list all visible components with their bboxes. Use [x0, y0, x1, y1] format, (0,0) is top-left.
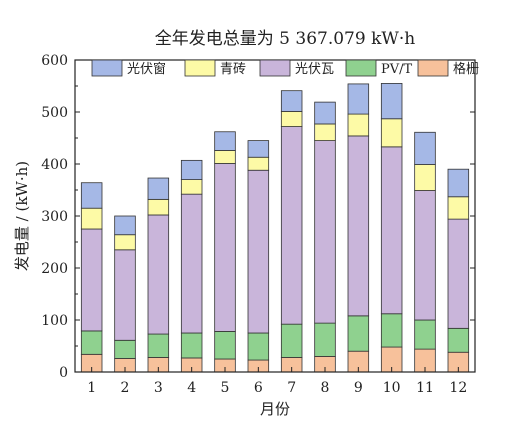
x-tick-label-4: 4	[187, 380, 196, 396]
x-tick-label-5: 5	[221, 380, 230, 396]
bar-9-series-4	[347, 83, 370, 115]
bar-1-series-3	[80, 207, 103, 230]
x-tick-label-3: 3	[154, 380, 163, 396]
bar-1-series-4	[80, 182, 103, 209]
bar-10-series-1	[380, 313, 403, 348]
bar-3-series-2	[147, 214, 170, 335]
bar-3-series-3	[147, 198, 170, 216]
y-tick-label: 400	[41, 157, 68, 173]
bar-7-series-1	[280, 323, 303, 358]
legend-label-3: PV/T	[381, 62, 413, 77]
bar-8-series-1	[314, 322, 336, 357]
bar-12-series-4	[447, 168, 470, 198]
bar-2-series-4	[114, 215, 136, 236]
legend-swatch-3	[345, 59, 377, 77]
x-axis-label: 月份	[260, 400, 290, 418]
bar-12-series-2	[447, 218, 470, 329]
bar-2-series-3	[114, 234, 136, 251]
bar-9-series-2	[347, 135, 370, 317]
bar-12-series-3	[447, 196, 470, 220]
x-tick-label-10: 10	[383, 380, 401, 396]
legend-label-1: 青砖	[220, 62, 246, 77]
chart-title: 全年发电总量为 5 367.079 kW·h	[155, 29, 416, 49]
bar-10-series-4	[380, 83, 403, 120]
legend-swatch-1	[184, 59, 216, 77]
bar-2-series-1	[114, 339, 136, 359]
legend-label-4: 格栅	[453, 61, 479, 77]
bar-12-series-1	[447, 327, 470, 353]
bar-4-series-2	[180, 193, 203, 334]
bar-11-series-2	[414, 190, 436, 321]
bar-8-series-4	[314, 101, 336, 125]
legend-swatch-2	[259, 59, 291, 77]
bar-11-series-1	[414, 319, 436, 350]
bar-3-series-4	[147, 177, 170, 200]
y-tick-label: 600	[41, 53, 68, 69]
bar-5-series-2	[214, 163, 236, 332]
legend-label-2: 光伏瓦	[295, 62, 334, 77]
bar-4-series-3	[180, 179, 203, 195]
x-axis-ticks: 1 2 3 4 5 6 7 8 9 10 11 12	[87, 367, 467, 396]
x-tick-label-6: 6	[254, 380, 263, 396]
y-tick-label: 200	[41, 261, 68, 277]
x-tick-label-1: 1	[87, 380, 96, 396]
y-tick-label: 100	[41, 313, 68, 329]
y-axis-label: 发电量 / (kW·h)	[13, 161, 31, 271]
y-axis-ticks: 0 100 200 300 400 500 600	[41, 53, 475, 381]
bar-6-series-3	[247, 156, 270, 171]
bar-9-series-1	[347, 315, 370, 352]
x-tick-label-12: 12	[449, 380, 467, 396]
bar-9-series-3	[347, 113, 370, 137]
x-tick-label-11: 11	[416, 380, 434, 396]
bar-6-series-1	[247, 332, 270, 361]
bar-10-series-2	[380, 146, 403, 315]
bar-1-series-1	[80, 330, 103, 355]
bar-3-series-1	[147, 333, 170, 358]
y-tick-label: 300	[41, 209, 68, 225]
legend-label-0: 光伏窗	[127, 61, 166, 77]
bar-1-series-2	[80, 228, 103, 332]
bar-11-series-4	[414, 131, 436, 165]
bar-5-series-4	[214, 131, 236, 151]
x-tick-label-8: 8	[321, 380, 330, 396]
bar-6-series-4	[247, 140, 270, 158]
bar-5-series-1	[214, 331, 236, 360]
bar-4-series-1	[180, 332, 203, 359]
legend: 光伏窗 青砖 光伏瓦 PV/T 格栅	[91, 59, 479, 77]
x-tick-label-9: 9	[354, 380, 363, 396]
x-tick-label-7: 7	[287, 380, 296, 396]
bar-7-series-2	[280, 126, 303, 325]
legend-swatch-0	[91, 59, 123, 77]
bar-5-series-3	[214, 150, 236, 164]
bar-10-series-3	[380, 118, 403, 148]
bar-7-series-3	[280, 111, 303, 127]
bar-6-series-2	[247, 169, 270, 334]
bar-7-series-4	[280, 90, 303, 112]
y-tick-label: 500	[41, 105, 68, 121]
bar-11-series-3	[414, 164, 436, 191]
bar-8-series-3	[314, 123, 336, 141]
bars-layer	[80, 83, 470, 373]
y-tick-label: 0	[59, 365, 68, 381]
legend-swatch-4	[417, 59, 449, 77]
bar-8-series-2	[314, 140, 336, 324]
x-tick-label-2: 2	[121, 380, 130, 396]
bar-4-series-4	[180, 159, 203, 181]
bar-2-series-2	[114, 249, 136, 341]
